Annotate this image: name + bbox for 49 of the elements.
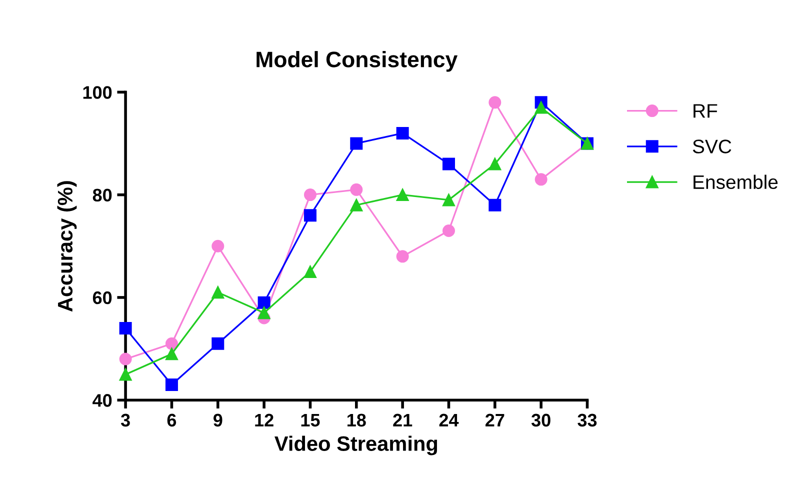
point (212, 337, 224, 350)
point (165, 337, 178, 350)
x-tick-label: 18 (347, 414, 366, 427)
x-tick-label: 33 (578, 414, 597, 427)
point (488, 198, 502, 212)
y-tick-label: 40 (92, 394, 112, 407)
x-axis-title: Video Streaming (274, 436, 438, 456)
x-tick-label: 30 (531, 414, 550, 427)
chart-title: Model Consistency (256, 51, 458, 72)
point (165, 348, 178, 360)
point (304, 188, 316, 202)
point (119, 322, 132, 335)
y-axis-title: Accuracy (%) (57, 181, 77, 312)
x-tick-label: 3 (120, 414, 130, 427)
point (212, 240, 224, 252)
point (258, 306, 270, 320)
x-tick-label: 24 (439, 414, 459, 426)
x-tick-label: 15 (301, 414, 320, 427)
x-tick-label: 27 (485, 414, 504, 426)
point (350, 198, 363, 212)
point (304, 266, 316, 278)
point (442, 224, 455, 237)
point (119, 368, 132, 381)
legend-label: RF (694, 104, 718, 118)
y-tick-label: 60 (92, 291, 112, 304)
legend-label: Ensemble (694, 174, 778, 190)
point (258, 296, 270, 309)
point (119, 352, 132, 366)
point (396, 188, 409, 202)
point (396, 250, 409, 263)
point (488, 158, 502, 170)
point (212, 286, 224, 299)
y-tick-label: 100 (83, 86, 112, 99)
x-tick-label: 9 (213, 414, 222, 427)
x-tick-label: 21 (393, 414, 412, 426)
point (396, 126, 409, 140)
point (488, 96, 502, 109)
x-tick-label: 12 (255, 414, 274, 426)
point (534, 173, 548, 186)
point (304, 209, 316, 222)
legend-label: SVC (692, 140, 732, 154)
point (165, 378, 178, 391)
point (350, 137, 363, 150)
point (442, 194, 455, 206)
x-tick-label: 6 (167, 414, 176, 427)
y-tick-label: 80 (92, 188, 112, 202)
point (442, 158, 455, 170)
point (350, 183, 363, 196)
point (534, 101, 548, 114)
